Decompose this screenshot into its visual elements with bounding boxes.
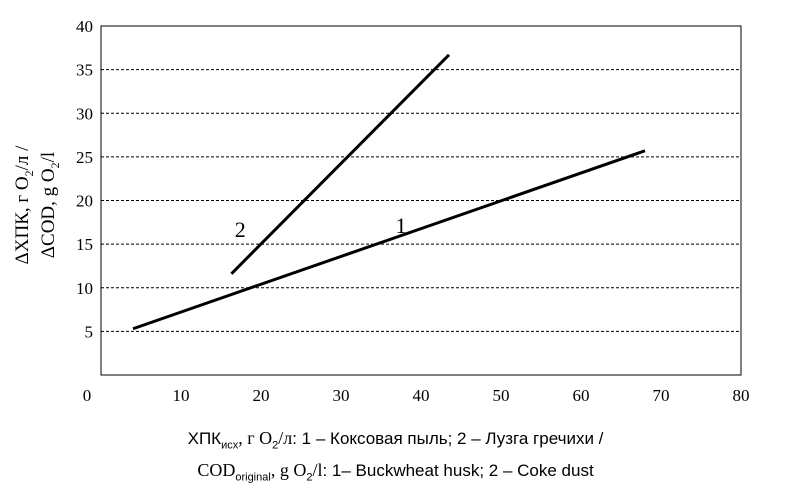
y-tick-10: 10 [76, 279, 93, 298]
series-line-2 [230, 53, 451, 275]
x-label-unit-en-sub: 2 [306, 471, 313, 484]
x-label-cod: COD [197, 460, 236, 480]
x-label-hpk-sub: исх [221, 439, 239, 452]
x-axis-label-line1: ХПКисх, г O2/л: 1 – Коксовая пыль; 2 – Л… [0, 428, 791, 451]
x-tick-40: 40 [413, 386, 430, 405]
y-tick-15: 15 [76, 235, 93, 254]
x-label-unit: , г O [238, 428, 273, 448]
x-axis-ticks: 0 10 20 30 40 50 60 70 80 [83, 386, 750, 405]
x-tick-20: 20 [253, 386, 270, 405]
x-label-unit-en: , g O [270, 460, 307, 480]
series-label-1: 1 [396, 213, 407, 238]
x-label-unit-tail: /л [278, 428, 293, 448]
x-label-cod-sub: original [235, 471, 271, 484]
y-tick-20: 20 [76, 192, 93, 211]
x-label-legend-en: : 1– Buckwheat husk; 2 – Coke dust [322, 461, 594, 480]
x-tick-30: 30 [333, 386, 350, 405]
x-tick-60: 60 [573, 386, 590, 405]
series-labels: 12 [235, 213, 407, 242]
x-tick-80: 80 [733, 386, 750, 405]
y-tick-30: 30 [76, 104, 93, 123]
y-axis-ticks: 5 10 15 20 25 30 35 40 [76, 17, 93, 341]
y-axis-label-line1: ΔХПК, г O2/л / [12, 145, 36, 265]
y-tick-40: 40 [76, 17, 93, 36]
x-axis-label-line2: CODoriginal, g O2/l: 1– Buckwheat husk; … [0, 460, 791, 483]
y-axis-label-line2: ΔCOD, g O2/l [38, 152, 62, 258]
plot-area [100, 25, 742, 376]
y-axis-label: ΔХПК, г O2/л / ΔCOD, g O2/l [12, 145, 62, 265]
x-tick-70: 70 [653, 386, 670, 405]
series-label-2: 2 [235, 217, 246, 242]
y-tick-5: 5 [85, 322, 94, 341]
x-label-hpk: ХПК [187, 429, 222, 448]
x-label-unit-sub: 2 [272, 439, 279, 452]
series-line-1 [132, 149, 646, 331]
y-tick-25: 25 [76, 148, 93, 167]
x-tick-50: 50 [493, 386, 510, 405]
y-tick-35: 35 [76, 61, 93, 80]
x-tick-0: 0 [83, 386, 92, 405]
grid-lines [101, 69, 741, 332]
x-label-unit-en-tail: /l [312, 460, 323, 480]
x-label-legend-ru: : 1 – Коксовая пыль; 2 – Лузга гречихи / [292, 429, 604, 448]
series-lines [132, 53, 646, 331]
x-tick-10: 10 [173, 386, 190, 405]
